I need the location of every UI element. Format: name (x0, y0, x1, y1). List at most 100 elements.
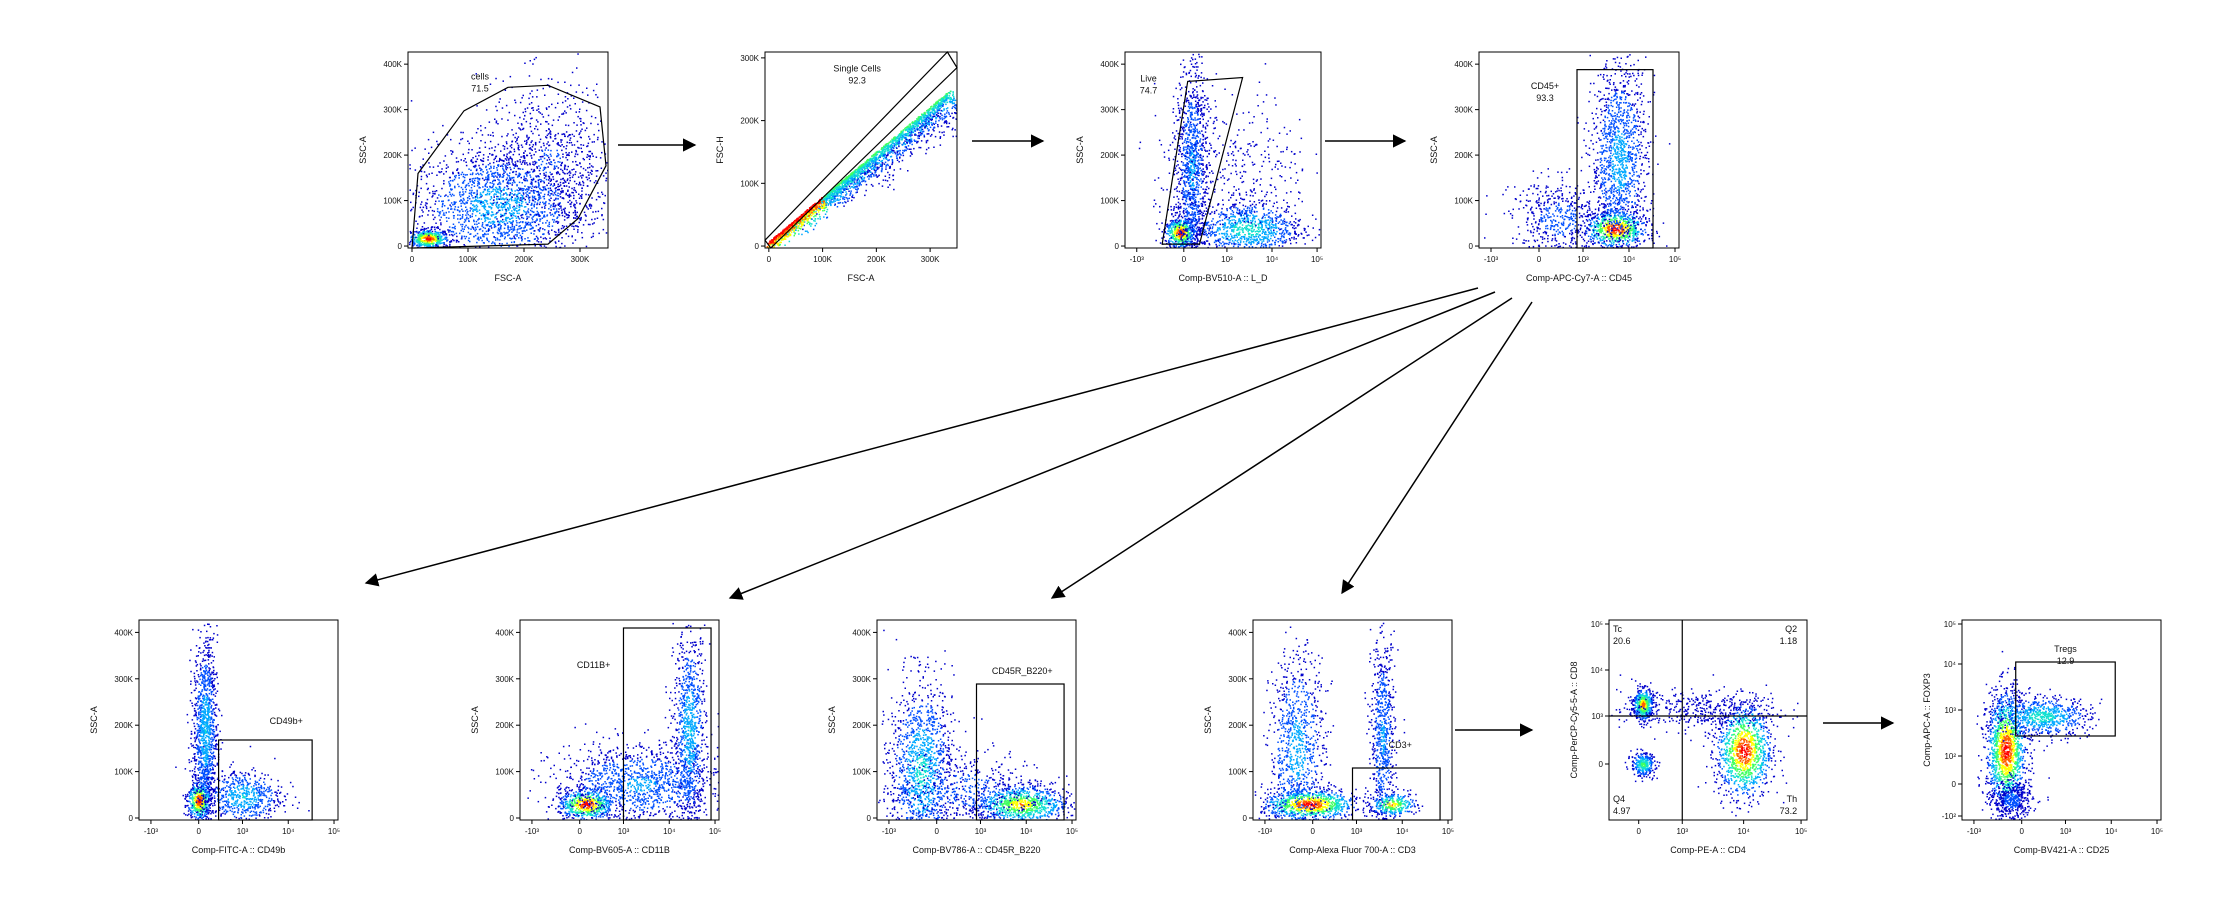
y-tick-label: 400K (852, 628, 871, 637)
arrow-cd45-to-b220 (1052, 298, 1512, 598)
y-axis-label: SSC-A (1075, 136, 1085, 164)
y-tick-label: 100K (1454, 197, 1473, 206)
arrows-layer (366, 141, 1893, 730)
x-axis-label: Comp-BV510-A :: L_D (1178, 273, 1268, 283)
x-tick-label: 10³ (975, 827, 987, 836)
x-tick-label: 0 (767, 255, 772, 264)
y-axis-label: SSC-A (358, 136, 368, 164)
y-tick-label: 300K (383, 106, 402, 115)
x-tick-label: 10⁴ (663, 827, 676, 836)
gate-label: cells (471, 71, 490, 81)
y-axis-label: Comp-PerCP-Cy5-5-A :: CD8 (1569, 661, 1579, 778)
y-tick-label: 300K (1100, 106, 1119, 115)
x-tick-label: 300K (571, 255, 590, 264)
x-axis-label: FSC-A (848, 273, 875, 283)
x-tick-label: 10⁴ (1020, 827, 1033, 836)
x-tick-label: 10⁵ (1442, 827, 1454, 836)
gate-label: Live (1140, 73, 1157, 83)
y-tick-label: 300K (852, 675, 871, 684)
y-tick-label: 300K (495, 675, 514, 684)
gate-label: Single Cells (833, 64, 881, 74)
y-tick-label: 0 (510, 814, 515, 823)
y-axis-label: Comp-APC-A :: FOXP3 (1922, 673, 1932, 767)
quadrant-label: Q4 (1613, 794, 1625, 804)
y-axis-label: SSC-A (89, 706, 99, 734)
y-tick-label: 200K (852, 721, 871, 730)
gate-percent: 92.3 (848, 76, 866, 86)
y-tick-label: 0 (1469, 242, 1474, 251)
x-tick-label: 10³ (1676, 827, 1688, 836)
scatter-cd3 (1255, 623, 1424, 821)
y-tick-label: 300K (1228, 675, 1247, 684)
y-tick-label: 0 (867, 814, 872, 823)
x-tick-label: 10⁵ (1066, 827, 1078, 836)
panels-layer: cells 71.5 0 100K 200K 300K 0 100K 200K 300K 400K F… (89, 52, 2163, 855)
y-tick-label: 400K (114, 628, 133, 637)
x-tick-label: 10⁴ (1623, 255, 1636, 264)
y-tick-label: -10² (1942, 812, 1957, 821)
gate-label: Tregs (2054, 644, 2077, 654)
y-tick-label: 10⁴ (1591, 666, 1604, 675)
scatter-cd4cd8 (1611, 674, 1798, 816)
gate-label: CD45+ (1531, 81, 1559, 91)
quadrant-label: Tc (1613, 624, 1623, 634)
x-tick-label: 0 (1310, 827, 1315, 836)
plot-cd3: CD3+-10³ 0 10³ 10⁴ 10⁵0100K200K300K400KComp-… (1203, 620, 1454, 855)
x-axis-label: Comp-Alexa Fluor 700-A :: CD3 (1289, 845, 1416, 855)
x-tick-label: 10³ (1221, 255, 1233, 264)
x-axis-label: Comp-BV786-A :: CD45R_B220 (912, 845, 1040, 855)
x-tick-label: 10³ (618, 827, 630, 836)
x-tick-label: 10³ (2060, 827, 2072, 836)
plot-cd49b: CD49b+-10³ 0 10³ 10⁴ 10⁵0100K200K300K400KCom… (89, 620, 340, 855)
plot-cd45: CD45+93.3-10³ 0 10³ 10⁴ 10⁵0100K200K300K400K… (1429, 52, 1681, 283)
x-axis-label: Comp-APC-Cy7-A :: CD45 (1526, 273, 1632, 283)
x-tick-label: 0 (1182, 255, 1187, 264)
quadrant-label: Q2 (1785, 624, 1797, 634)
gate-percent: 93.3 (1536, 93, 1554, 103)
x-tick-label: 0 (1636, 827, 1641, 836)
gate-percent: 74.7 (1140, 85, 1158, 95)
x-tick-label: 10⁴ (1396, 827, 1409, 836)
gate-label: CD3+ (1389, 740, 1412, 750)
x-tick-label: 10⁴ (1266, 255, 1279, 264)
x-tick-label: 300K (921, 255, 940, 264)
y-tick-label: 100K (114, 768, 133, 777)
quadrant-percent: 73.2 (1780, 806, 1798, 816)
y-axis-label: SSC-A (827, 706, 837, 734)
scatter-cells (409, 53, 609, 248)
y-tick-label: 10² (1944, 752, 1956, 761)
gate-percent: 12.9 (2057, 656, 2075, 666)
y-tick-label: 100K (495, 768, 514, 777)
x-tick-label: 10⁴ (2105, 827, 2118, 836)
y-tick-label: 200K (1100, 151, 1119, 160)
gate-percent: 71.5 (471, 83, 489, 93)
y-tick-label: 300K (114, 675, 133, 684)
x-tick-label: 10⁵ (2151, 827, 2163, 836)
x-tick-label: -10³ (882, 827, 897, 836)
y-axis-label: SSC-A (470, 706, 480, 734)
x-tick-label: 100K (459, 255, 478, 264)
y-axis-label: SSC-A (1203, 706, 1213, 734)
x-axis-label: Comp-BV605-A :: CD11B (569, 845, 670, 855)
gate-label: CD45R_B220+ (992, 666, 1053, 676)
x-tick-label: -10³ (525, 827, 540, 836)
y-tick-label: 200K (1454, 151, 1473, 160)
arrow-cd45-to-cd49b (366, 288, 1478, 583)
y-tick-label: 100K (1228, 768, 1247, 777)
x-tick-label: 0 (1537, 255, 1542, 264)
quadrant-percent: 4.97 (1613, 806, 1631, 816)
y-tick-label: 10⁵ (1591, 620, 1603, 629)
y-tick-label: 10³ (1944, 706, 1956, 715)
y-tick-label: 10⁵ (1944, 620, 1956, 629)
y-tick-label: 10³ (1591, 712, 1603, 721)
x-axis-label: Comp-FITC-A :: CD49b (192, 845, 286, 855)
y-tick-label: 200K (495, 721, 514, 730)
y-tick-label: 200K (1228, 721, 1247, 730)
y-tick-label: 0 (1243, 814, 1248, 823)
x-tick-label: 0 (2019, 827, 2024, 836)
